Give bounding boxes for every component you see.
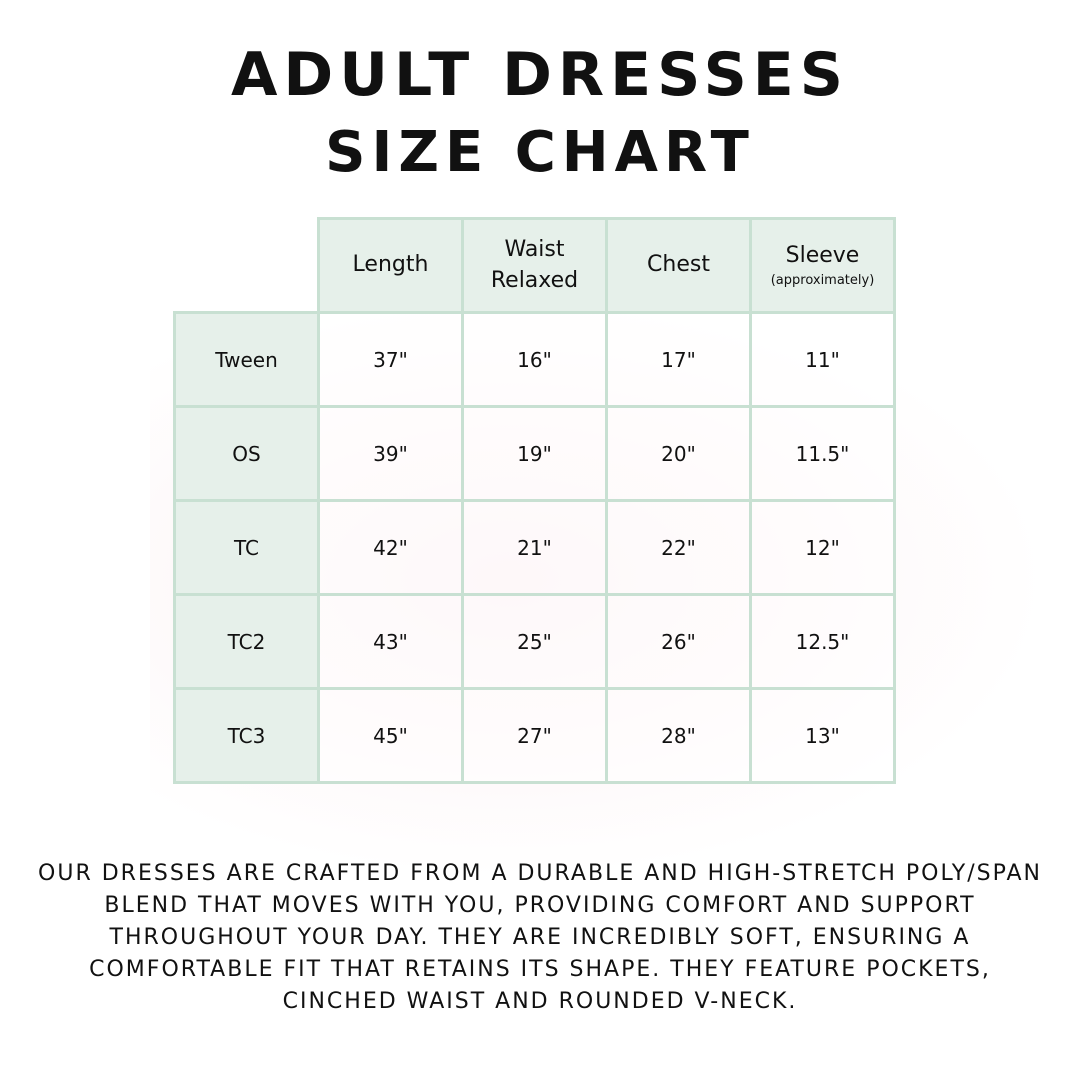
table-cell: 43" [317, 593, 464, 690]
page-subtitle: Size Chart [325, 120, 755, 185]
header-length: Length [317, 217, 464, 314]
table-cell: 39" [317, 405, 464, 502]
corner-cell [175, 219, 319, 313]
header-waist: Waist Relaxed [461, 217, 608, 314]
table-cell: 21" [461, 499, 608, 596]
table-row: TC2 43" 25" 26" 12.5" [173, 593, 896, 690]
table-cell: 16" [461, 311, 608, 408]
table-cell: 25" [461, 593, 608, 690]
table-row: TC 42" 21" 22" 12" [173, 499, 896, 596]
header-sleeve: Sleeve (approximately) [749, 217, 896, 314]
header-label: Length [352, 252, 429, 278]
table-cell: 42" [317, 499, 464, 596]
table-row: OS 39" 19" 20" 11.5" [173, 405, 896, 502]
size-label: TC2 [173, 593, 320, 690]
size-label: TC [173, 499, 320, 596]
header-sublabel: (approximately) [770, 272, 875, 288]
table-cell: 11.5" [749, 405, 896, 502]
header-label: Sleeve [785, 243, 860, 268]
table-cell: 45" [317, 687, 464, 784]
size-table: Length Waist Relaxed Chest Sleeve (approx… [173, 217, 896, 784]
table-cell: 22" [605, 499, 752, 596]
table-cell: 19" [461, 405, 608, 502]
table-cell: 26" [605, 593, 752, 690]
table-row: Tween 37" 16" 17" 11" [173, 311, 896, 408]
table-row: TC3 45" 27" 28" 13" [173, 687, 896, 784]
table-cell: 37" [317, 311, 464, 408]
table-cell: 12" [749, 499, 896, 596]
table-cell: 20" [605, 405, 752, 502]
table-cell: 11" [749, 311, 896, 408]
table-cell: 17" [605, 311, 752, 408]
size-label: Tween [173, 311, 320, 408]
size-label: OS [173, 405, 320, 502]
size-label: TC3 [173, 687, 320, 784]
table-cell: 27" [461, 687, 608, 784]
header-label: Chest [647, 252, 710, 278]
table-cell: 13" [749, 687, 896, 784]
page-title: Adult Dresses [231, 40, 849, 110]
header-row: Length Waist Relaxed Chest Sleeve (approx… [175, 217, 896, 314]
header-label: Waist Relaxed [490, 236, 579, 293]
description: Our dresses are crafted from a durable a… [38, 861, 1042, 1014]
header-chest: Chest [605, 217, 752, 314]
table-cell: 28" [605, 687, 752, 784]
table-cell: 12.5" [749, 593, 896, 690]
